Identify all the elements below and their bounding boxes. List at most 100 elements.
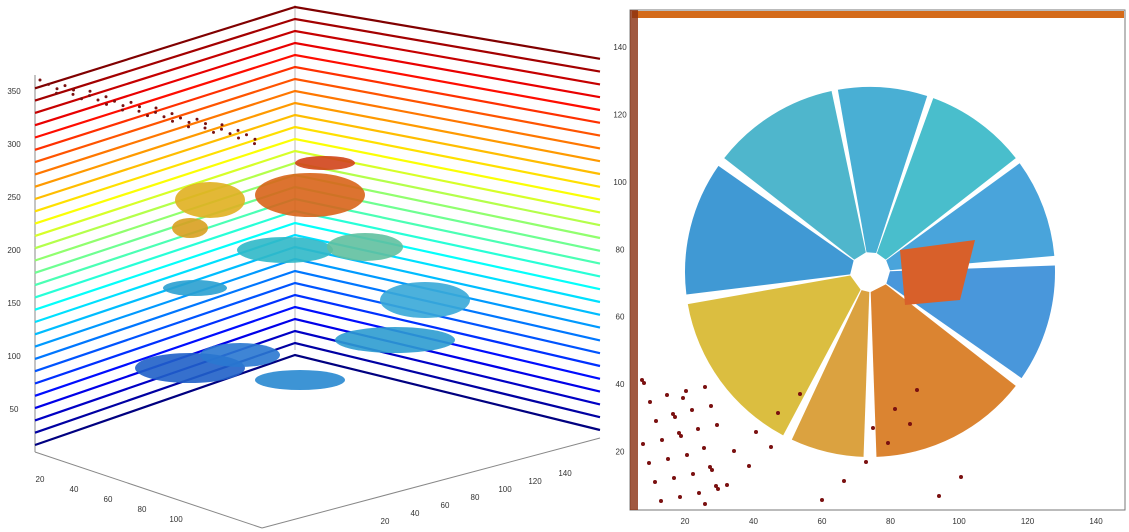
speck — [146, 114, 149, 117]
speck — [187, 125, 190, 128]
speck — [666, 457, 670, 461]
speck — [88, 94, 91, 97]
speck — [732, 449, 736, 453]
speck — [179, 117, 182, 120]
speck — [237, 137, 240, 140]
x-tick-label: 40 — [70, 485, 79, 494]
speck — [648, 400, 652, 404]
x-tick-label: 60 — [818, 517, 827, 526]
surface-blob — [255, 370, 345, 390]
speck — [641, 442, 645, 446]
surface-blob — [172, 218, 208, 238]
speck — [959, 475, 963, 479]
y-tick-label: 20 — [381, 517, 390, 526]
speck — [64, 84, 67, 87]
speck — [893, 407, 897, 411]
speck — [122, 104, 125, 107]
z-tick-label: 300 — [7, 140, 21, 149]
speck — [642, 381, 646, 385]
y-tick-label: 100 — [613, 178, 627, 187]
speck — [204, 122, 207, 125]
y-tick-label: 140 — [558, 469, 572, 478]
speck — [690, 408, 694, 412]
speck — [212, 131, 215, 134]
speck — [672, 476, 676, 480]
speck — [121, 109, 124, 112]
speck — [659, 499, 663, 503]
speck — [679, 434, 683, 438]
layer-line — [35, 355, 600, 445]
z-tick-label: 350 — [7, 87, 21, 96]
y-axis — [262, 438, 600, 528]
speck — [130, 101, 133, 104]
speck — [188, 121, 191, 124]
z-tick-label: 50 — [10, 405, 19, 414]
speck — [72, 93, 75, 96]
speck — [696, 427, 700, 431]
speck — [47, 83, 50, 86]
speck — [820, 498, 824, 502]
speck — [113, 100, 116, 103]
y-tick-label: 120 — [528, 477, 542, 486]
y-tick-label: 80 — [471, 493, 480, 502]
speck — [163, 115, 166, 118]
y-tick-label: 40 — [616, 380, 625, 389]
surface-blob — [175, 182, 245, 218]
speck — [685, 453, 689, 457]
speck — [138, 110, 141, 113]
speck — [660, 438, 664, 442]
z-tick-label: 200 — [7, 246, 21, 255]
speck — [97, 99, 100, 102]
speck — [653, 480, 657, 484]
speck — [725, 483, 729, 487]
speck — [709, 404, 713, 408]
surface-blob — [200, 343, 280, 367]
speck — [697, 491, 701, 495]
speck — [654, 419, 658, 423]
speck — [710, 468, 714, 472]
speck — [196, 118, 199, 121]
speck — [39, 79, 42, 82]
speck — [747, 464, 751, 468]
x-tick-label: 80 — [138, 505, 147, 514]
surface-blob — [380, 282, 470, 318]
speck — [204, 127, 207, 130]
z-tick-label: 250 — [7, 193, 21, 202]
x-tick-label: 80 — [886, 517, 895, 526]
speck — [138, 105, 141, 108]
speck — [871, 426, 875, 430]
y-tick-label: 20 — [616, 448, 625, 457]
speck — [56, 87, 59, 90]
speck — [221, 123, 224, 126]
speck — [154, 111, 157, 114]
speck — [171, 120, 174, 123]
speck — [864, 460, 868, 464]
speck — [886, 441, 890, 445]
speck — [105, 95, 108, 98]
surface-blob — [163, 280, 227, 296]
x-tick-label: 140 — [1089, 517, 1103, 526]
left-edge-band — [630, 10, 638, 510]
speck — [703, 502, 707, 506]
x-tick-label: 100 — [169, 515, 183, 524]
speck — [245, 133, 248, 136]
speck — [915, 388, 919, 392]
speck — [681, 396, 685, 400]
y-tick-label: 60 — [616, 313, 625, 322]
speck — [691, 472, 695, 476]
surface-blob — [237, 237, 333, 263]
top-edge-band — [632, 11, 1124, 18]
layer-line — [35, 79, 600, 162]
speck — [678, 495, 682, 499]
speck — [647, 461, 651, 465]
surface-blob — [327, 233, 403, 261]
surface-blob — [255, 173, 365, 217]
speck — [254, 138, 257, 141]
speck — [220, 128, 223, 131]
speck — [908, 422, 912, 426]
speck — [89, 90, 92, 93]
speck — [776, 411, 780, 415]
speck — [55, 92, 58, 95]
speck — [798, 392, 802, 396]
